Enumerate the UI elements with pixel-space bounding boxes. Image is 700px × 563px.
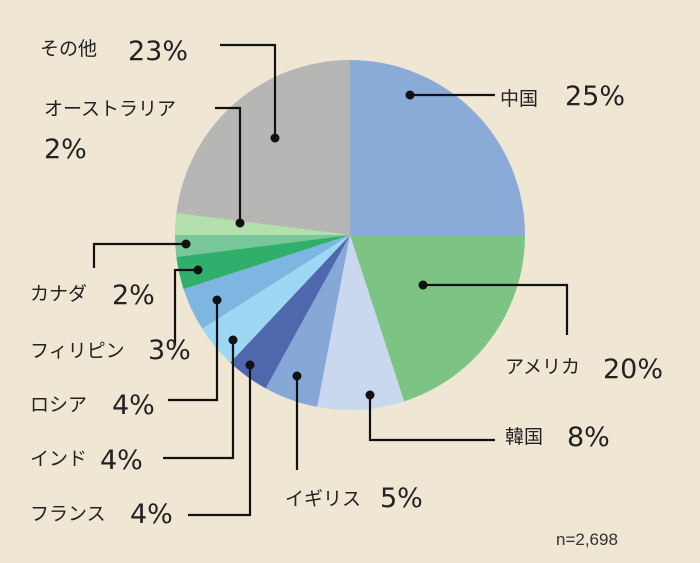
leader-dot — [235, 218, 245, 228]
pie-slice — [230, 235, 350, 389]
pie-slice — [176, 60, 350, 235]
slice-percent: 8% — [567, 422, 610, 453]
slice-label: ロシア — [30, 394, 87, 416]
leader-dot — [228, 335, 238, 345]
pie-slice — [183, 235, 350, 329]
slice-label: フランス — [30, 503, 106, 525]
slice-percent: 4% — [112, 390, 155, 421]
pie-slice — [350, 235, 525, 402]
leader-line — [173, 268, 198, 345]
leader-line — [368, 395, 495, 442]
slice-percent: 25% — [565, 81, 625, 112]
pie-slice — [317, 235, 405, 410]
slice-percent: 3% — [148, 335, 191, 366]
leader-line — [188, 365, 252, 517]
leader-dot — [405, 90, 415, 100]
slice-percent: 23% — [128, 36, 188, 67]
slice-label: フィリピン — [30, 340, 125, 362]
leader-lines — [92, 43, 569, 517]
leader-dot — [365, 390, 375, 400]
leader-dot — [292, 371, 302, 381]
leader-line — [220, 43, 277, 138]
pie-slice — [176, 235, 350, 290]
pie-slices — [175, 60, 525, 410]
pie-slice — [175, 213, 350, 235]
slice-labels: 中国 25% アメリカ 20% 韓国 8% イギリス 5% フランス 4% インド 4% ロシア 4% フィ… — [30, 36, 663, 530]
slice-percent: 4% — [130, 499, 173, 530]
slice-percent: 5% — [380, 483, 423, 514]
slice-percent: 20% — [603, 354, 663, 385]
slice-percent: 4% — [100, 445, 143, 476]
leader-dot — [245, 360, 255, 370]
leader-line — [92, 242, 186, 268]
leader-line — [215, 106, 242, 223]
pie-slice — [350, 60, 525, 235]
pie-slice — [202, 235, 350, 363]
pie-slice — [175, 235, 350, 257]
leader-dot — [193, 265, 203, 275]
leader-dot — [418, 280, 428, 290]
leader-dot — [270, 133, 280, 143]
slice-label: 中国 — [500, 88, 538, 110]
slice-label: オーストラリア — [44, 98, 176, 120]
slice-percent: 2% — [112, 280, 155, 311]
slice-label: カナダ — [30, 283, 87, 305]
slice-percent: 2% — [44, 134, 87, 165]
leader-line — [168, 300, 219, 402]
slice-label: イギリス — [285, 488, 361, 510]
leader-dot — [212, 295, 222, 305]
slice-label: その他 — [40, 38, 97, 60]
sample-size-note: n=2,698 — [556, 530, 618, 549]
pie-slice — [265, 235, 350, 407]
slice-label: インド — [30, 448, 87, 470]
leader-line — [423, 283, 569, 335]
leader-dot — [181, 239, 191, 249]
slice-label: アメリカ — [505, 356, 580, 378]
slice-label: 韓国 — [505, 426, 543, 448]
leader-line — [163, 340, 235, 460]
